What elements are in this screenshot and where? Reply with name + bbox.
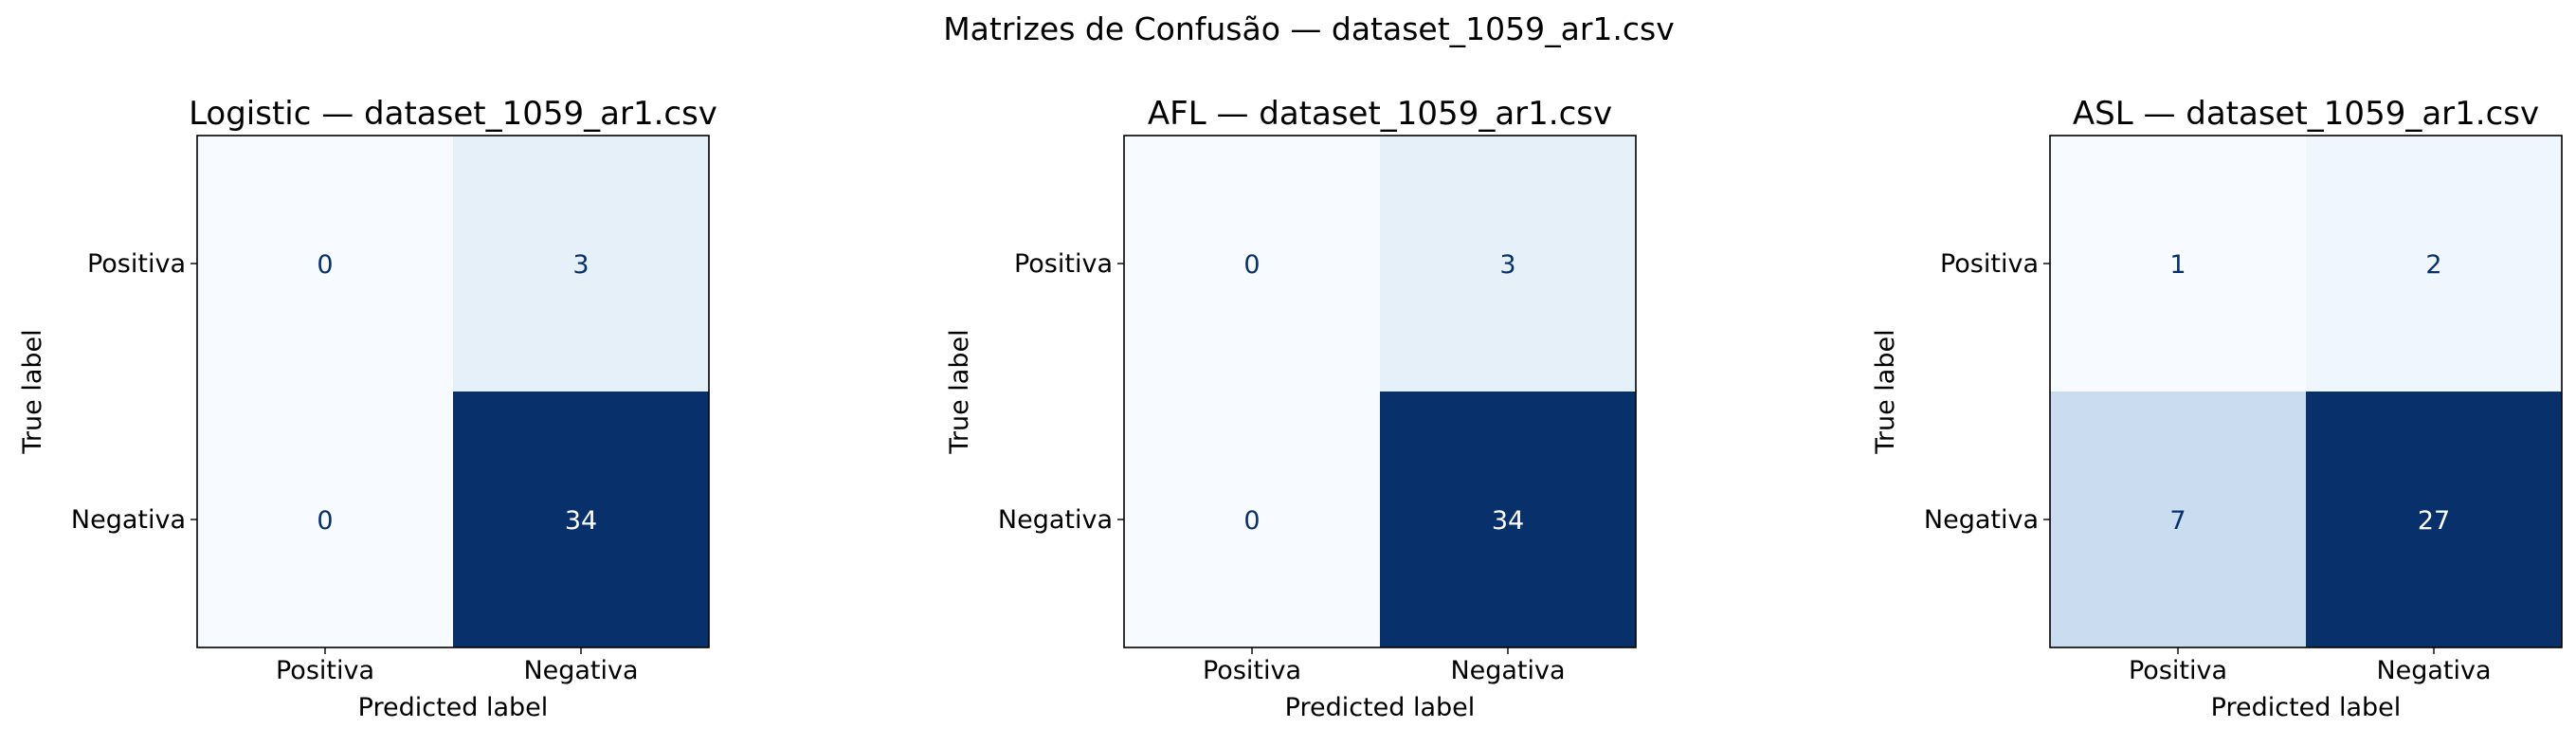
cell-1-0 [197,392,453,647]
x-tick-label-1: Negativa [523,656,638,685]
panel-1-frame [196,135,710,648]
panel-3-title: ASL — dataset_1059_ar1.csv [2073,95,2539,133]
panel-2-frame [1123,135,1637,648]
cell-0-0 [1124,136,1380,392]
cell-1-0 [2050,392,2306,647]
x-tick-label-1: Negativa [2376,656,2491,685]
cell-1-1 [2306,392,2562,647]
x-axis-label: Predicted label [1285,693,1476,722]
y-axis-label: True label [945,329,974,454]
x-tick-label-1: Negativa [1450,656,1565,685]
panel-1-title: Logistic — dataset_1059_ar1.csv [189,95,717,133]
cell-1-0 [1124,392,1380,647]
cell-value-1-1: 27 [2418,506,2450,536]
x-tick-label-0: Positiva [276,656,374,685]
y-tick-label-0: Positiva [1940,249,2039,279]
y-tick-label-1: Negativa [998,505,1113,535]
panel-2: AFL — dataset_1059_ar1.csv 0 3 0 34 Positiva N… [945,95,1637,722]
x-axis-label: Predicted label [2211,693,2402,722]
y-tick-label-0: Positiva [1014,249,1113,279]
panel-3-frame [2049,135,2563,648]
cell-0-0 [2050,136,2306,392]
x-tick-label-0: Positiva [2129,656,2227,685]
panel-2-title: AFL — dataset_1059_ar1.csv [1148,95,1612,133]
x-tick-label-0: Positiva [1203,656,1301,685]
y-tick-label-1: Negativa [71,505,186,535]
cell-value-0-1: 3 [572,250,589,280]
y-axis-label: True label [1871,329,1900,454]
cell-value-1-0: 7 [2169,506,2186,536]
cell-value-1-1: 34 [1492,506,1524,536]
cell-value-0-1: 2 [2425,250,2441,280]
panel-1: Logistic — dataset_1059_ar1.csv 0 3 0 34 Posi… [18,95,717,722]
cell-value-1-1: 34 [565,506,597,536]
y-tick-label-1: Negativa [1924,505,2039,535]
cell-value-0-0: 0 [1243,250,1260,280]
cell-value-1-0: 0 [1243,506,1260,536]
cell-value-0-0: 0 [317,250,333,280]
y-axis-label: True label [18,329,47,454]
cell-1-1 [453,392,709,647]
confusion-matrix-panels: Logistic — dataset_1059_ar1.csv 0 3 0 34 Posi… [18,95,2563,722]
figure-suptitle: Matrizes de Confusão — dataset_1059_ar1.… [943,10,1675,47]
cell-0-1 [2306,136,2562,392]
cell-0-1 [1380,136,1636,392]
cell-value-1-0: 0 [317,506,333,536]
cell-value-0-1: 3 [1499,250,1515,280]
cell-1-1 [1380,392,1636,647]
y-tick-label-0: Positiva [87,249,186,279]
cell-0-1 [453,136,709,392]
cell-0-0 [197,136,453,392]
x-axis-label: Predicted label [358,693,549,722]
cell-value-0-0: 1 [2169,250,2186,280]
